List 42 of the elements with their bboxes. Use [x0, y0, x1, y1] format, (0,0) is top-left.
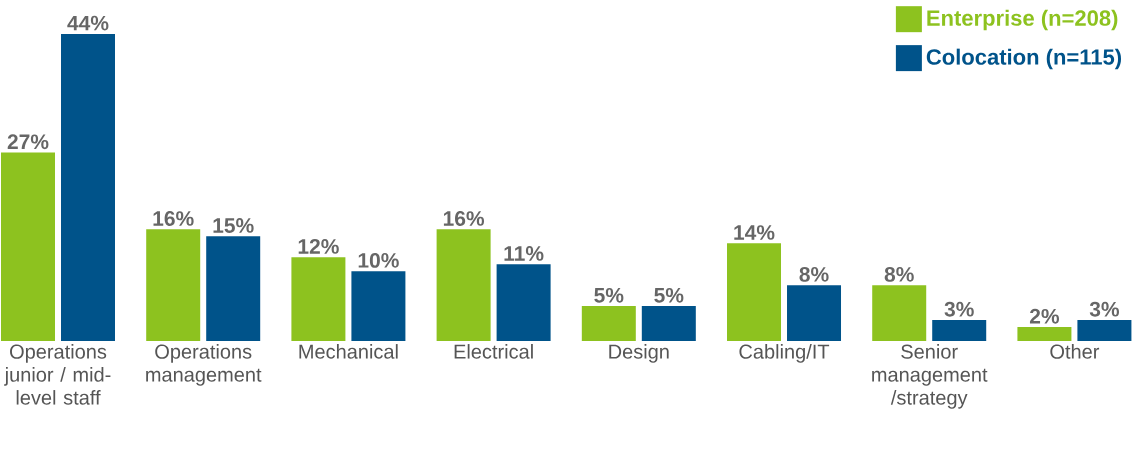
bar [496, 264, 551, 341]
x-tick-label: Cabling/IT [739, 344, 830, 363]
data-label: 5% [654, 287, 684, 303]
x-tick-label: Mechanical [299, 344, 398, 359]
data-label: 3% [1089, 301, 1120, 317]
x-tick-label: Operations management [146, 344, 262, 386]
bar [146, 229, 201, 341]
data-label: 27% [7, 134, 49, 150]
bar [1, 152, 56, 341]
data-label: 5% [594, 287, 624, 303]
x-tick-label: Senior management /strategy [872, 344, 988, 409]
data-label: 10% [358, 252, 399, 268]
bar [1017, 327, 1072, 341]
x-tick-label: Design [609, 344, 669, 363]
data-label: 12% [298, 239, 339, 254]
data-label: 8% [884, 266, 914, 282]
bar [291, 257, 346, 341]
bar [61, 33, 115, 341]
data-label: 15% [213, 218, 254, 233]
x-tick-label: Other [1050, 344, 1100, 359]
bar [932, 320, 987, 341]
bar [787, 285, 842, 341]
data-label: 16% [443, 211, 485, 226]
bar [641, 306, 696, 341]
bar [581, 306, 636, 341]
data-label: 8% [799, 266, 829, 282]
data-label: 3% [944, 301, 974, 317]
bar [206, 236, 261, 341]
bar [727, 243, 782, 341]
bar [436, 229, 491, 341]
legend-label: Colocation (n=115) [926, 48, 1122, 70]
data-label: 2% [1029, 308, 1060, 324]
data-label: 16% [153, 211, 194, 226]
data-label: 11% [504, 246, 544, 261]
x-tick-label: Electrical [454, 344, 533, 359]
x-tick-label: Operations junior / mid-level staff [4, 344, 111, 405]
bar [1077, 320, 1132, 341]
data-label: 14% [734, 225, 775, 240]
legend-label: Enterprise (n=208) [927, 9, 1118, 31]
data-label: 44% [67, 15, 109, 31]
bar [872, 285, 927, 341]
bar [351, 271, 406, 341]
